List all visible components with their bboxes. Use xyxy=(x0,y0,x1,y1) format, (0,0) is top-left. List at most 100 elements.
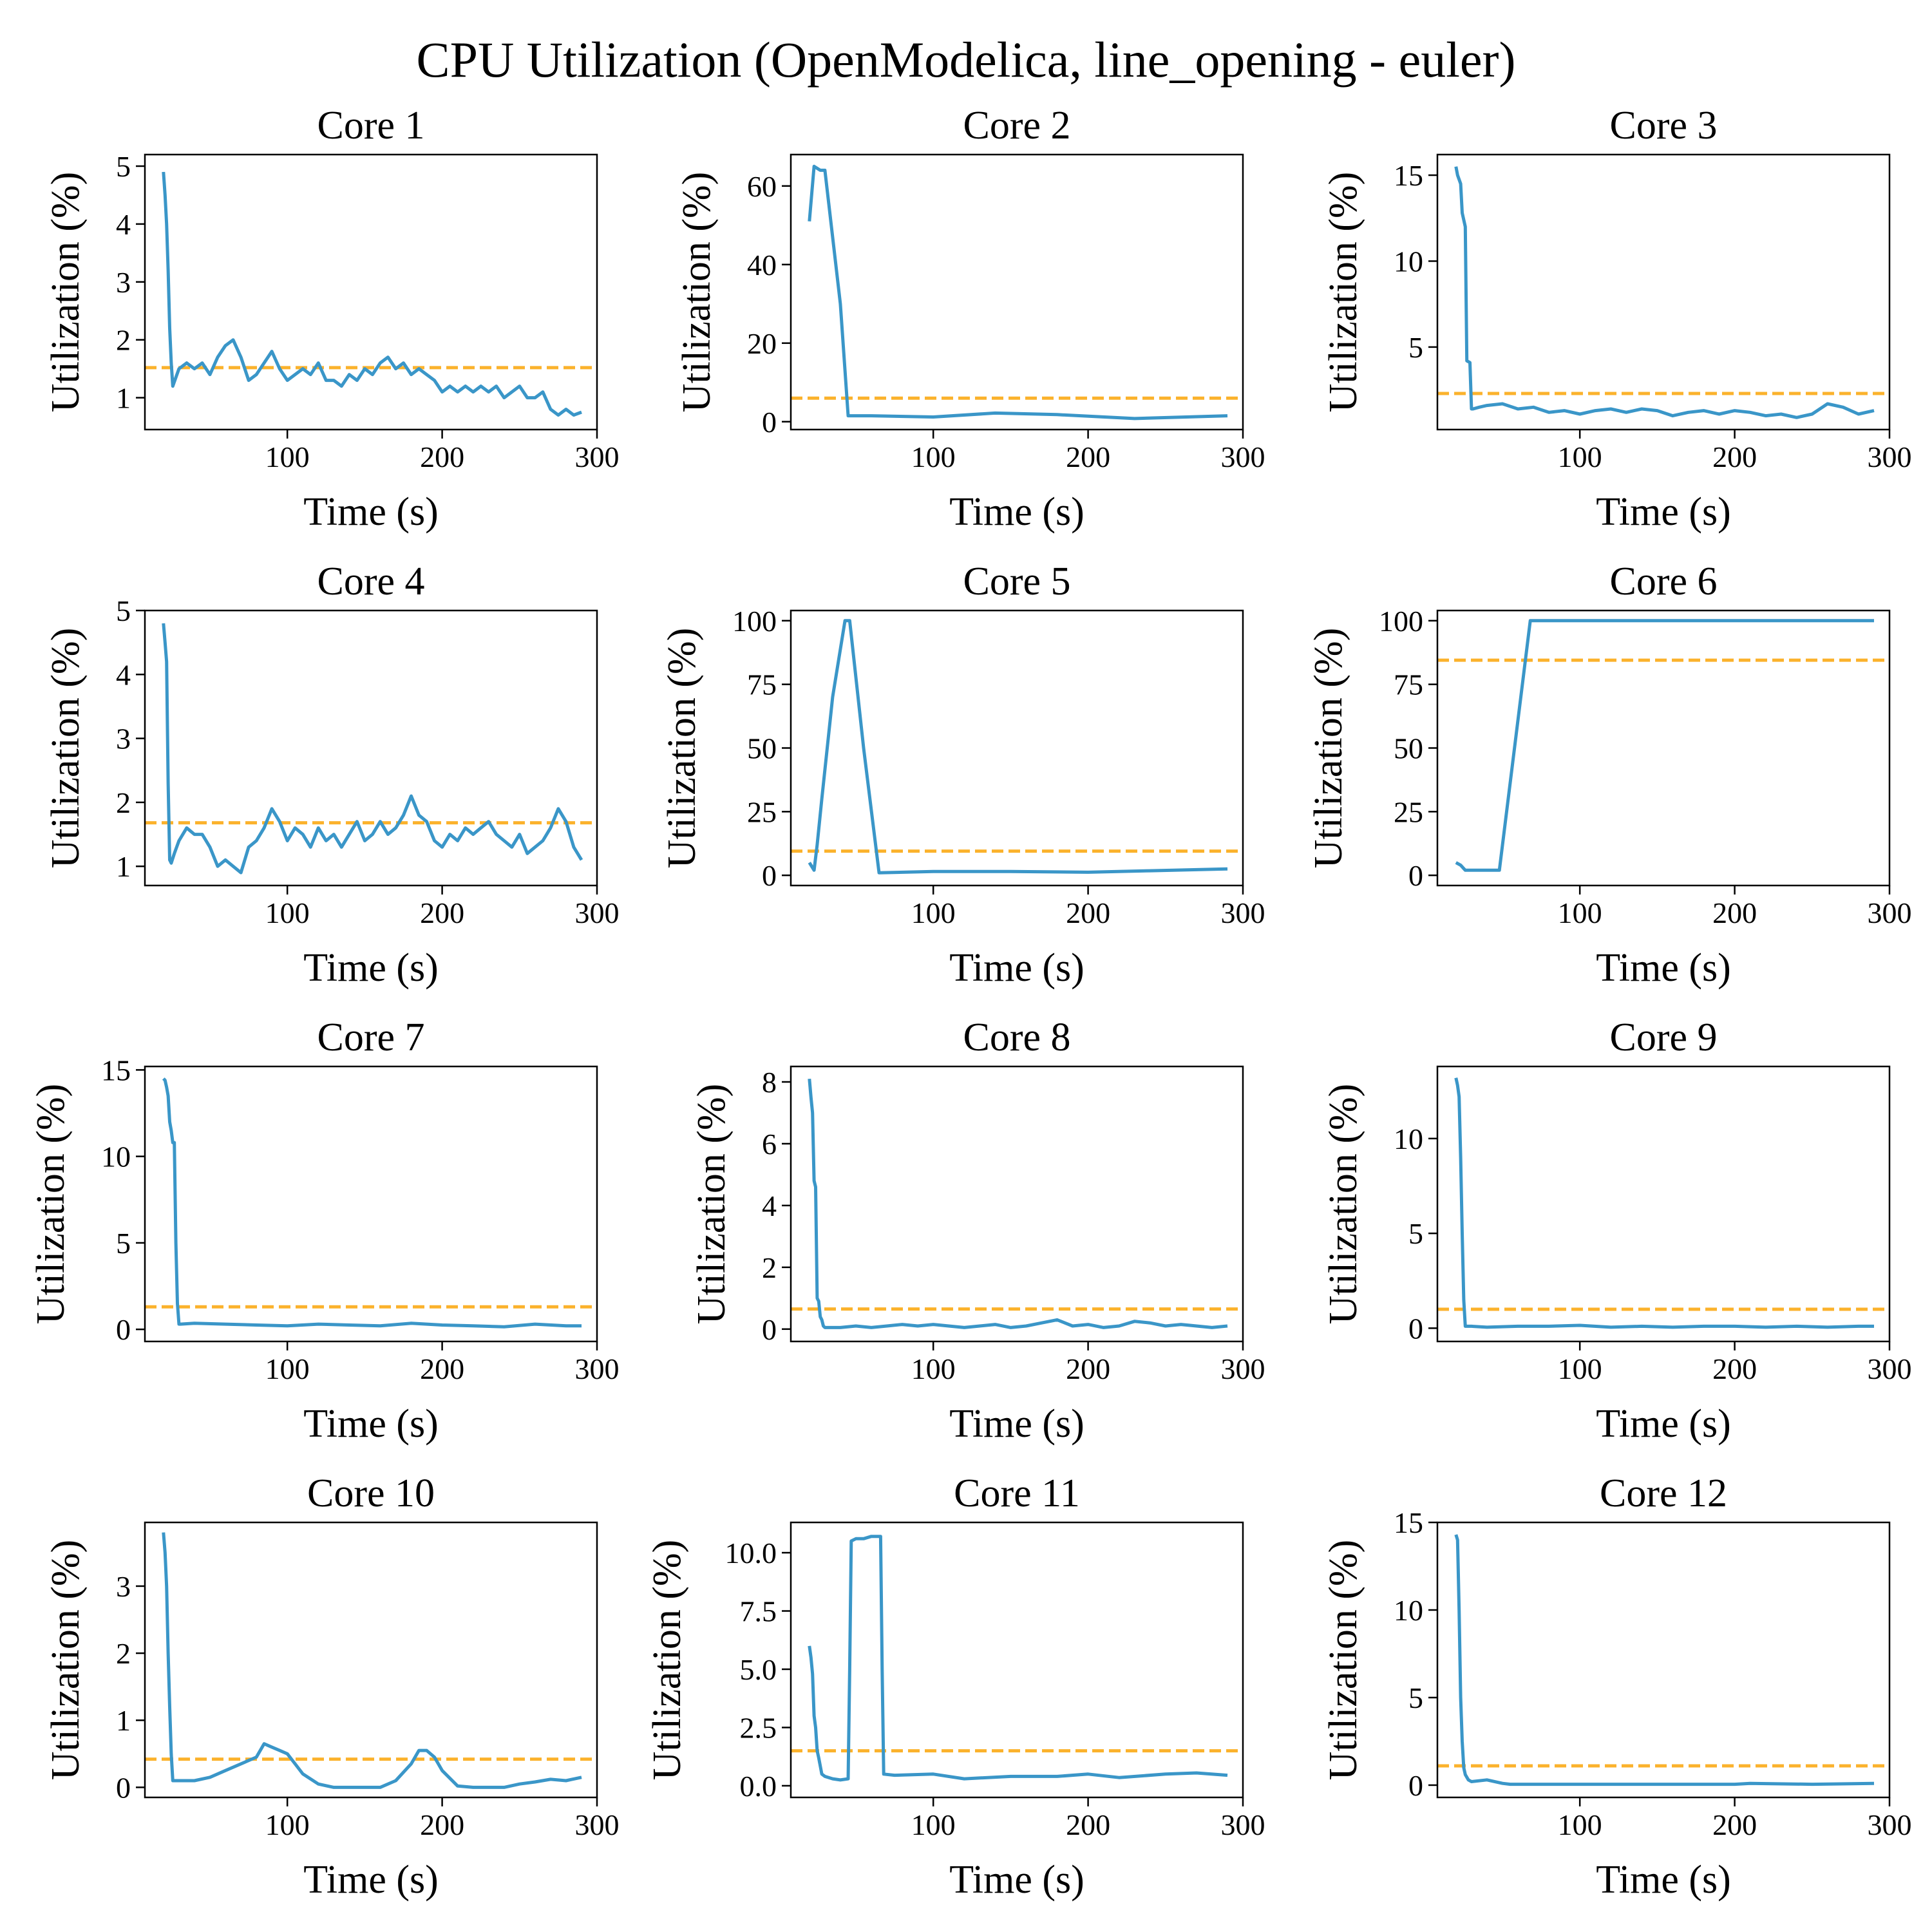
x-axis-label: Time (s) xyxy=(1596,1858,1731,1902)
y-tick-label: 1 xyxy=(116,1704,131,1737)
plot-frame xyxy=(144,1521,598,1799)
x-tick-label: 200 xyxy=(1712,896,1757,929)
plot-frame xyxy=(1436,153,1891,431)
x-tick-label: 100 xyxy=(911,896,956,929)
subplot-4: Core 4 100 200 300 1 2 3 4 5 Time (s) Utilization … xyxy=(44,560,620,990)
y-tick-label: 0 xyxy=(1408,1312,1423,1345)
y-tick-label: 75 xyxy=(1394,668,1423,701)
y-axis-label: Utilization (%) xyxy=(44,1540,88,1781)
x-axis-label: Time (s) xyxy=(949,490,1084,534)
y-tick-label: 7.5 xyxy=(740,1595,777,1628)
x-axis-label: Time (s) xyxy=(949,1858,1084,1902)
x-tick-label: 100 xyxy=(1558,1808,1602,1841)
y-tick-label: 0 xyxy=(762,1313,777,1346)
plot-frame xyxy=(790,1521,1244,1799)
x-tick-label: 300 xyxy=(1221,1352,1265,1385)
y-tick-label: 50 xyxy=(747,732,777,765)
x-tick-label: 200 xyxy=(420,1352,464,1385)
y-tick-label: 15 xyxy=(1394,159,1423,192)
plot-frame xyxy=(144,609,598,887)
figure-title: CPU Utilization (OpenModelica, line_open… xyxy=(417,32,1516,88)
subplot-title: Core 5 xyxy=(963,560,1070,603)
y-tick-label: 0 xyxy=(762,406,777,439)
y-axis-label: Utilization (%) xyxy=(645,1540,689,1781)
y-tick-label: 5 xyxy=(116,150,131,183)
y-axis-label: Utilization (%) xyxy=(1307,628,1350,869)
y-axis-label: Utilization (%) xyxy=(690,1084,734,1325)
x-tick-label: 200 xyxy=(420,896,464,929)
x-tick-label: 200 xyxy=(1712,1808,1757,1841)
x-tick-label: 300 xyxy=(1221,440,1265,473)
y-tick-label: 10 xyxy=(1394,1594,1423,1627)
y-tick-label: 75 xyxy=(747,668,777,701)
y-axis-label: Utilization (%) xyxy=(44,628,88,869)
y-tick-label: 2 xyxy=(116,1637,131,1670)
y-axis-label: Utilization (%) xyxy=(660,628,704,869)
y-tick-label: 6 xyxy=(762,1128,777,1160)
subplot-title: Core 11 xyxy=(954,1472,1080,1515)
x-tick-label: 300 xyxy=(1221,1808,1265,1841)
x-axis-label: Time (s) xyxy=(949,1402,1084,1446)
x-tick-label: 200 xyxy=(420,1808,464,1841)
series-line xyxy=(162,1077,582,1329)
y-tick-label: 100 xyxy=(732,605,777,638)
series-line xyxy=(1454,1077,1874,1329)
y-tick-label: 3 xyxy=(116,266,131,299)
x-tick-label: 100 xyxy=(265,440,310,473)
subplot-11: Core 11 100 200 300 0.0 2.5 5.0 7.5 10.0 Time (s)… xyxy=(645,1472,1265,1902)
plot-frame xyxy=(790,1065,1244,1343)
y-tick-label: 5 xyxy=(116,594,131,627)
series-line xyxy=(162,1532,582,1789)
x-tick-label: 200 xyxy=(1066,440,1110,473)
y-tick-label: 5 xyxy=(116,1227,131,1260)
subplot-title: Core 9 xyxy=(1609,1016,1717,1059)
x-tick-label: 300 xyxy=(575,440,620,473)
plot-frame xyxy=(1436,1521,1891,1799)
x-axis-label: Time (s) xyxy=(303,1858,439,1902)
x-tick-label: 300 xyxy=(575,896,620,929)
y-tick-label: 4 xyxy=(116,208,131,241)
y-tick-label: 5 xyxy=(1408,331,1423,364)
x-axis-label: Time (s) xyxy=(1596,946,1731,990)
series-line xyxy=(162,623,583,875)
y-tick-label: 2 xyxy=(116,786,131,819)
y-tick-label: 0 xyxy=(1408,859,1423,892)
x-axis-label: Time (s) xyxy=(1596,490,1731,534)
y-tick-label: 3 xyxy=(116,1570,131,1603)
y-tick-label: 0 xyxy=(1408,1769,1423,1802)
y-tick-label: 0 xyxy=(116,1771,131,1804)
y-tick-label: 10.0 xyxy=(725,1537,777,1569)
x-tick-label: 200 xyxy=(1066,1808,1110,1841)
x-axis-label: Time (s) xyxy=(303,490,439,534)
y-tick-label: 15 xyxy=(1394,1506,1423,1539)
y-tick-label: 8 xyxy=(762,1066,777,1099)
y-tick-label: 20 xyxy=(747,327,777,360)
subplot-title: Core 4 xyxy=(317,560,424,603)
y-tick-label: 2 xyxy=(762,1251,777,1284)
y-axis-label: Utilization (%) xyxy=(1321,172,1365,413)
subplot-8: Core 8 100 200 300 0 2 4 6 8 Time (s) Utilization … xyxy=(690,1016,1265,1446)
series-line xyxy=(808,164,1228,421)
plot-frame xyxy=(144,153,598,431)
x-tick-label: 200 xyxy=(1712,1352,1757,1385)
series-line xyxy=(808,1078,1228,1329)
y-tick-label: 60 xyxy=(747,170,777,203)
y-tick-label: 0 xyxy=(116,1313,131,1346)
subplot-title: Core 2 xyxy=(963,104,1070,147)
y-axis-label: Utilization (%) xyxy=(675,172,719,413)
y-tick-label: 0 xyxy=(762,859,777,892)
x-tick-label: 100 xyxy=(911,1352,956,1385)
y-tick-label: 40 xyxy=(747,249,777,281)
x-tick-label: 100 xyxy=(911,1808,956,1841)
subplot-title: Core 10 xyxy=(307,1472,435,1515)
x-tick-label: 200 xyxy=(1712,440,1757,473)
y-tick-label: 0.0 xyxy=(740,1770,777,1803)
subplot-title: Core 1 xyxy=(317,104,424,147)
y-tick-label: 100 xyxy=(1379,605,1423,638)
x-tick-label: 100 xyxy=(1558,1352,1602,1385)
subplot-title: Core 7 xyxy=(317,1016,424,1059)
y-axis-label: Utilization (%) xyxy=(44,172,88,413)
series-line xyxy=(162,171,582,417)
series-line xyxy=(1454,1534,1875,1786)
x-tick-label: 300 xyxy=(1868,440,1912,473)
